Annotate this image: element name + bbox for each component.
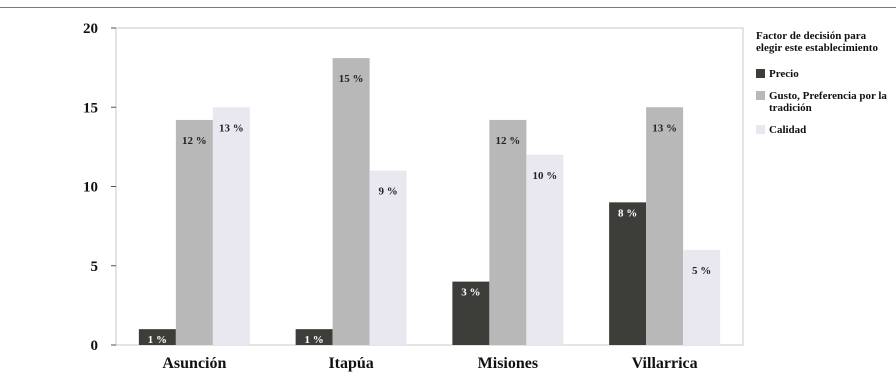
data-label: 15 % (339, 73, 364, 85)
data-label: 13 % (652, 122, 677, 134)
legend-swatch-precio (756, 69, 765, 78)
legend-item-calidad: Calidad (756, 124, 894, 136)
bar (138, 329, 176, 345)
legend-label-precio: Precio (769, 68, 799, 80)
legend-label-calidad: Calidad (769, 124, 807, 136)
y-tick-label: 0 (91, 338, 99, 354)
bar (175, 119, 213, 346)
bar (609, 202, 647, 345)
x-tick-label: Misiones (478, 355, 538, 372)
x-tick-label: Villarrica (632, 355, 698, 372)
data-label: 3 % (461, 287, 480, 299)
bar (332, 58, 370, 346)
bar (369, 170, 407, 345)
bar (212, 107, 250, 345)
data-label: 1 % (148, 334, 167, 346)
data-label: 12 % (496, 135, 521, 147)
y-tick-label: 10 (83, 180, 98, 196)
y-tick-label: 5 (91, 259, 99, 275)
legend-swatch-gusto (756, 91, 765, 100)
legend: Factor de decisión para elegir este esta… (756, 30, 894, 146)
bar (489, 119, 527, 346)
y-tick-label: 20 (83, 21, 98, 37)
data-label: 9 % (379, 186, 398, 198)
data-label: 5 % (692, 265, 711, 277)
data-label: 8 % (618, 207, 637, 219)
legend-title: Factor de decisión para elegir este esta… (756, 30, 878, 54)
legend-label-gusto: Gusto, Preferencia por la tradición (769, 90, 887, 114)
data-label: 12 % (182, 135, 207, 147)
data-label: 1 % (305, 334, 324, 346)
data-label: 10 % (533, 170, 558, 182)
y-tick-label: 15 (83, 100, 98, 116)
legend-swatch-calidad (756, 125, 765, 134)
bar (646, 107, 684, 345)
x-tick-label: Asunción (162, 355, 226, 372)
legend-item-gusto: Gusto, Preferencia por la tradición (756, 90, 894, 114)
data-label: 13 % (219, 122, 244, 134)
top-rule (0, 7, 896, 8)
x-tick-label: Itapúa (328, 355, 373, 372)
bar (526, 154, 564, 345)
bar (683, 249, 721, 345)
bar (452, 281, 490, 345)
bar (295, 329, 333, 345)
legend-item-precio: Precio (756, 68, 894, 80)
